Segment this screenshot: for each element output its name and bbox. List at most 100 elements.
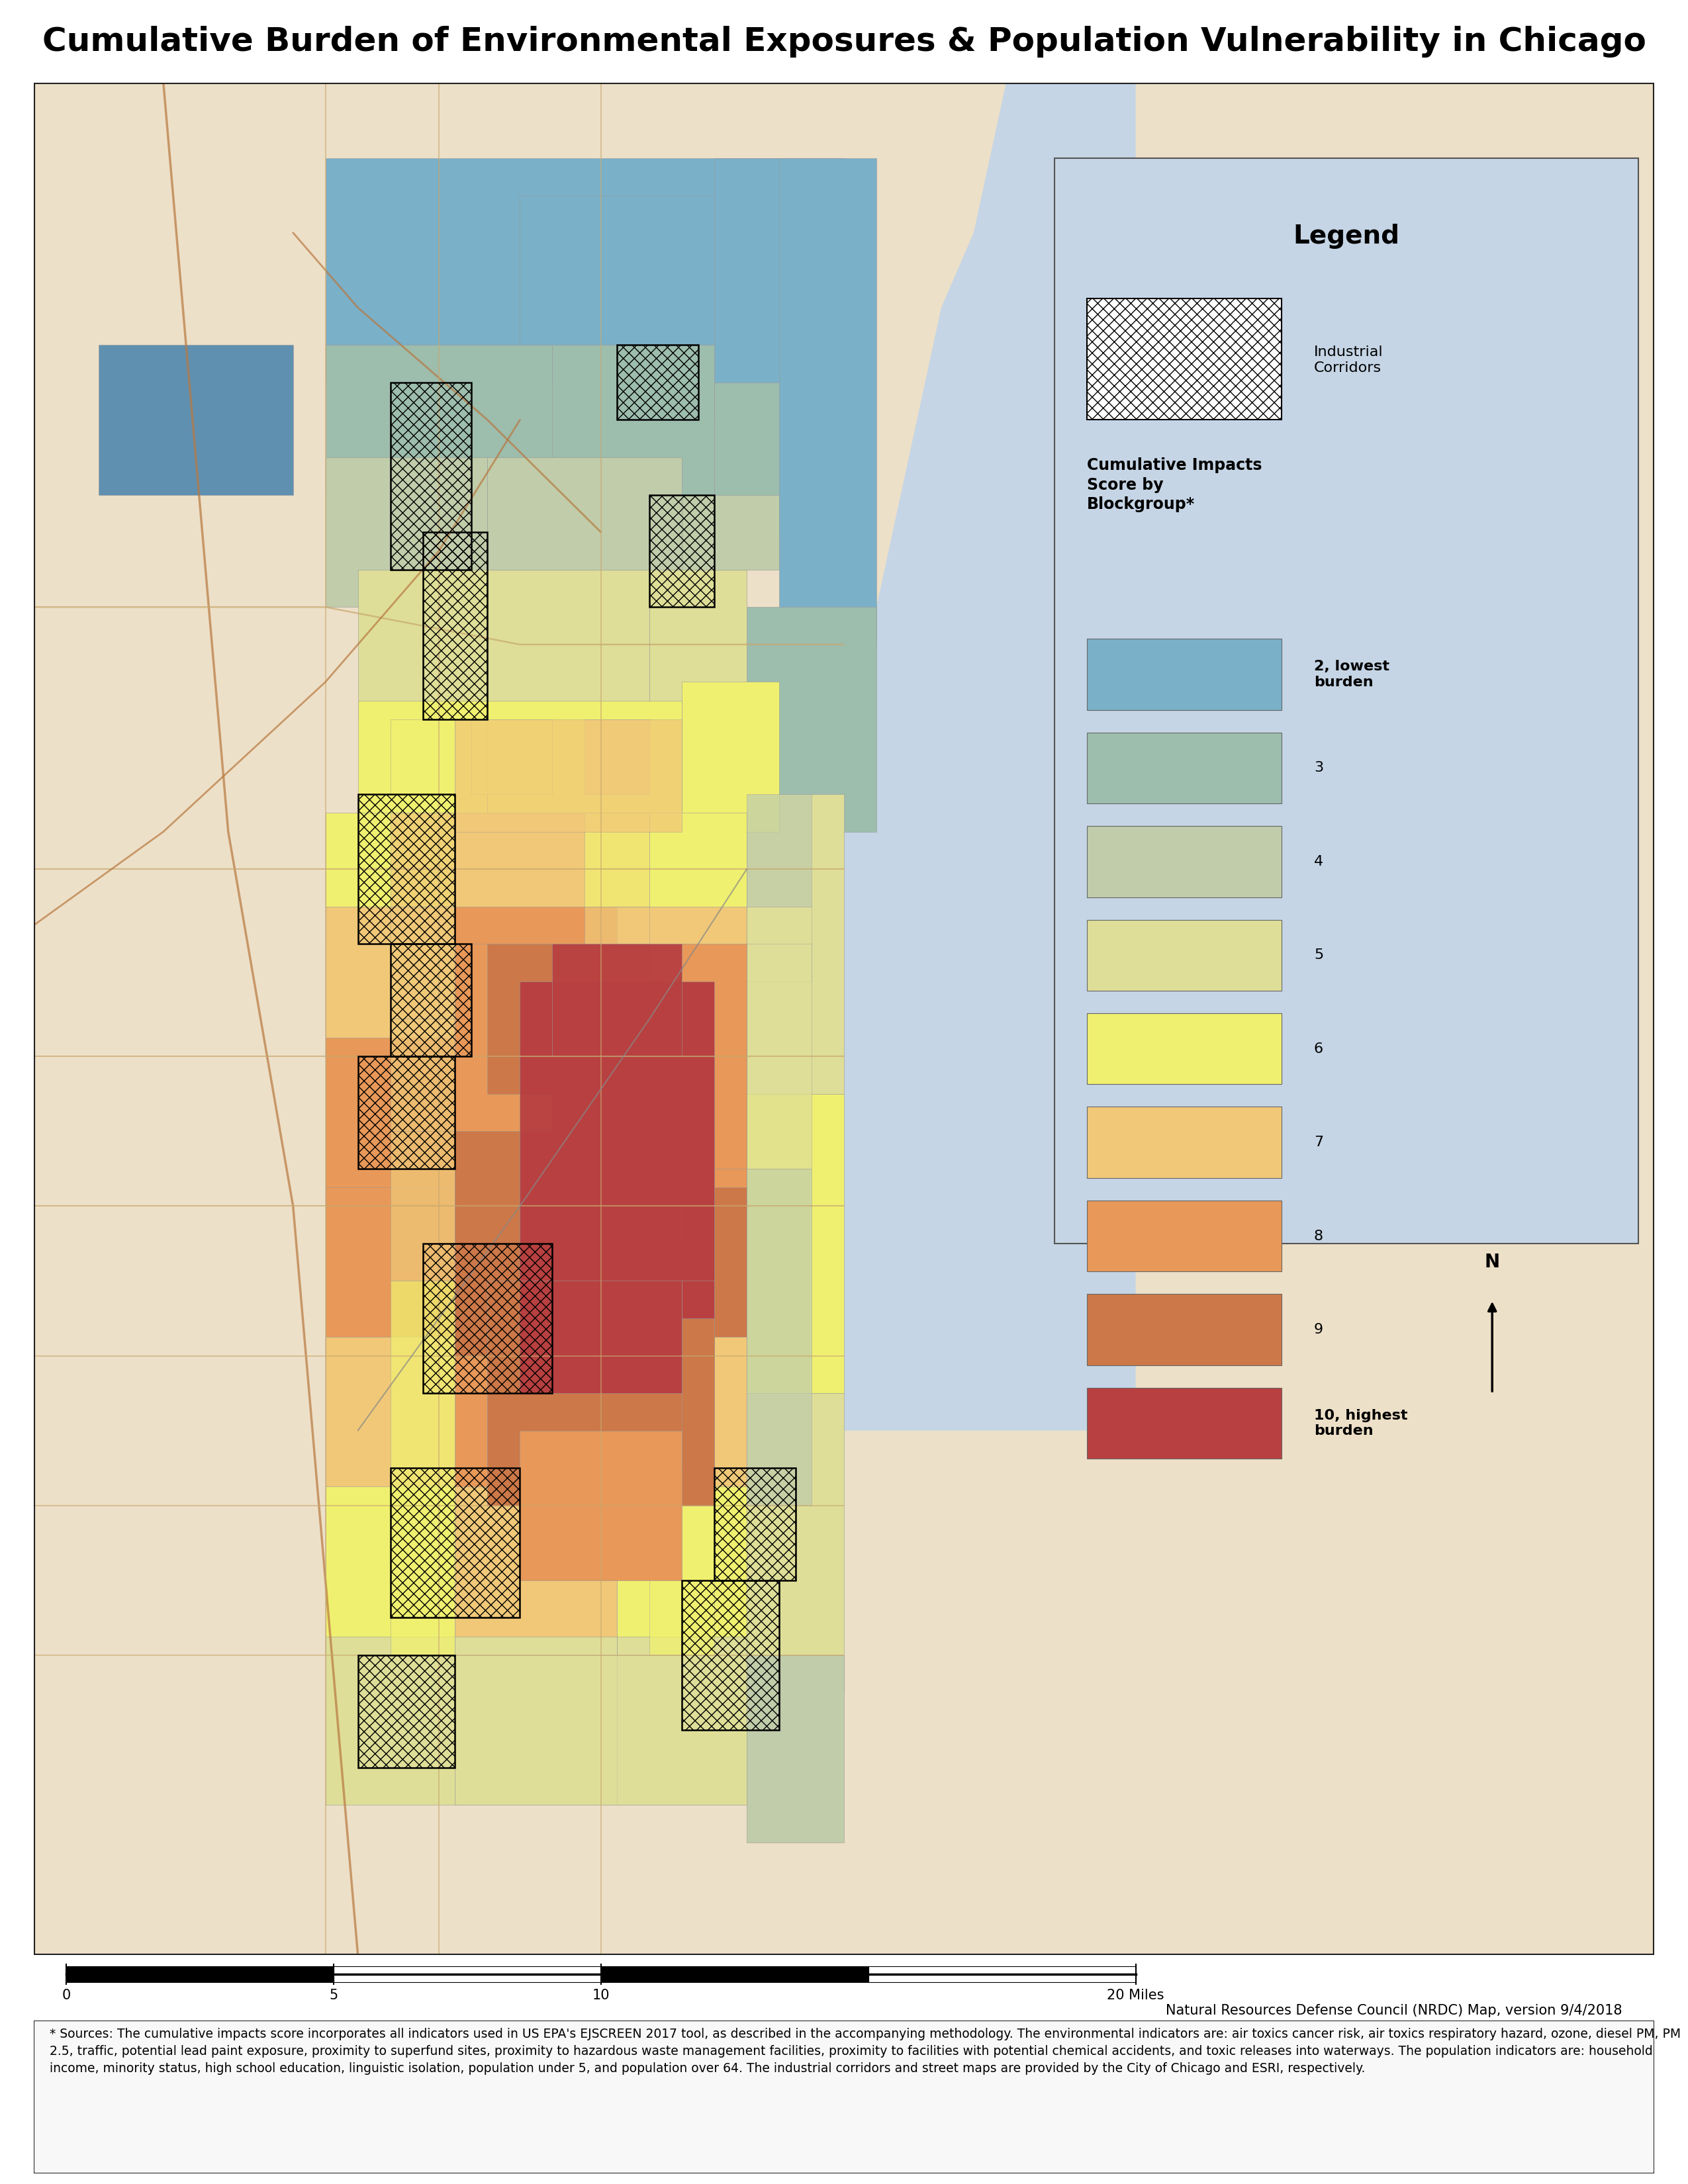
- Bar: [650, 1018, 714, 1131]
- Bar: [601, 1966, 868, 1983]
- Text: 6: 6: [1313, 1042, 1323, 1055]
- Bar: [520, 981, 650, 1094]
- Bar: [552, 1094, 682, 1243]
- Text: 5: 5: [329, 1990, 338, 2003]
- Bar: [1087, 826, 1281, 898]
- Bar: [358, 570, 488, 719]
- Bar: [650, 1468, 714, 1655]
- Bar: [746, 1393, 844, 1693]
- Bar: [682, 496, 780, 570]
- Bar: [456, 943, 746, 1168]
- Bar: [714, 382, 844, 533]
- Text: * Sources: The cumulative impacts score incorporates all indicators used in US E: * Sources: The cumulative impacts score …: [51, 2027, 1681, 2075]
- Bar: [66, 1966, 334, 1983]
- Bar: [584, 906, 650, 1018]
- Bar: [326, 157, 844, 382]
- Bar: [358, 795, 456, 943]
- Bar: [618, 1188, 746, 1356]
- Bar: [618, 1037, 746, 1206]
- Bar: [746, 1094, 844, 1393]
- Bar: [1055, 157, 1637, 1243]
- Bar: [326, 1636, 456, 1804]
- Bar: [456, 1655, 746, 1804]
- Bar: [552, 981, 714, 1168]
- Bar: [456, 1487, 618, 1655]
- Bar: [1087, 1201, 1281, 1271]
- Bar: [422, 1243, 552, 1393]
- Bar: [618, 1337, 746, 1505]
- Bar: [714, 1468, 795, 1581]
- Bar: [456, 1636, 618, 1804]
- Bar: [422, 533, 488, 719]
- Bar: [34, 83, 925, 1955]
- Bar: [1087, 919, 1281, 992]
- Bar: [1087, 732, 1281, 804]
- Text: Cumulative Impacts
Score by
Blockgroup*: Cumulative Impacts Score by Blockgroup*: [1087, 456, 1263, 513]
- Bar: [334, 1966, 601, 1983]
- Bar: [390, 1018, 456, 1131]
- Bar: [488, 1319, 714, 1505]
- Bar: [650, 1280, 714, 1468]
- Bar: [746, 795, 844, 1094]
- Bar: [1087, 1013, 1281, 1083]
- Bar: [471, 719, 552, 795]
- Text: 0: 0: [62, 1990, 71, 2003]
- Bar: [456, 1037, 618, 1206]
- Bar: [488, 570, 650, 719]
- Bar: [552, 345, 714, 496]
- Bar: [326, 345, 552, 496]
- Bar: [456, 1131, 714, 1356]
- Bar: [682, 1581, 780, 1730]
- Bar: [584, 812, 650, 906]
- Bar: [390, 943, 471, 1057]
- Bar: [456, 719, 682, 832]
- Bar: [520, 1206, 682, 1393]
- Bar: [326, 906, 456, 1057]
- Text: 4: 4: [1313, 854, 1323, 869]
- Bar: [650, 812, 746, 943]
- Bar: [746, 943, 812, 1168]
- Bar: [488, 701, 682, 832]
- Bar: [1087, 299, 1281, 419]
- Bar: [780, 157, 876, 644]
- Text: 10: 10: [592, 1990, 609, 2003]
- Bar: [618, 345, 699, 419]
- Text: 2, lowest
burden: 2, lowest burden: [1313, 660, 1389, 688]
- Bar: [746, 795, 812, 906]
- Bar: [618, 1487, 746, 1655]
- Bar: [456, 906, 618, 1057]
- Bar: [650, 570, 746, 719]
- Bar: [714, 157, 844, 419]
- Text: Cumulative Burden of Environmental Exposures & Population Vulnerability in Chica: Cumulative Burden of Environmental Expos…: [42, 26, 1646, 57]
- Bar: [326, 456, 488, 607]
- Bar: [488, 1280, 682, 1468]
- Text: 5: 5: [1313, 948, 1323, 961]
- Text: 20 Miles: 20 Miles: [1107, 1990, 1165, 2003]
- Bar: [488, 943, 650, 1094]
- Bar: [390, 1131, 456, 1280]
- Bar: [618, 906, 746, 1057]
- Bar: [746, 607, 876, 832]
- Bar: [358, 701, 488, 832]
- Polygon shape: [844, 83, 1136, 1431]
- Bar: [358, 1057, 456, 1168]
- Bar: [552, 943, 682, 1094]
- Bar: [390, 382, 471, 570]
- Bar: [326, 1037, 456, 1206]
- Bar: [456, 1337, 618, 1505]
- Bar: [1087, 1107, 1281, 1177]
- Bar: [1087, 1387, 1281, 1459]
- Bar: [456, 812, 650, 943]
- Bar: [390, 719, 456, 795]
- Bar: [618, 1636, 746, 1804]
- Bar: [1087, 640, 1281, 710]
- Bar: [390, 906, 456, 1018]
- Bar: [746, 906, 812, 981]
- Bar: [390, 812, 456, 906]
- Bar: [98, 345, 294, 496]
- Text: Natural Resources Defense Council (NRDC) Map, version 9/4/2018: Natural Resources Defense Council (NRDC)…: [1165, 2003, 1622, 2018]
- Bar: [520, 194, 714, 382]
- Bar: [520, 1431, 682, 1581]
- Bar: [650, 1131, 714, 1280]
- Bar: [488, 456, 682, 570]
